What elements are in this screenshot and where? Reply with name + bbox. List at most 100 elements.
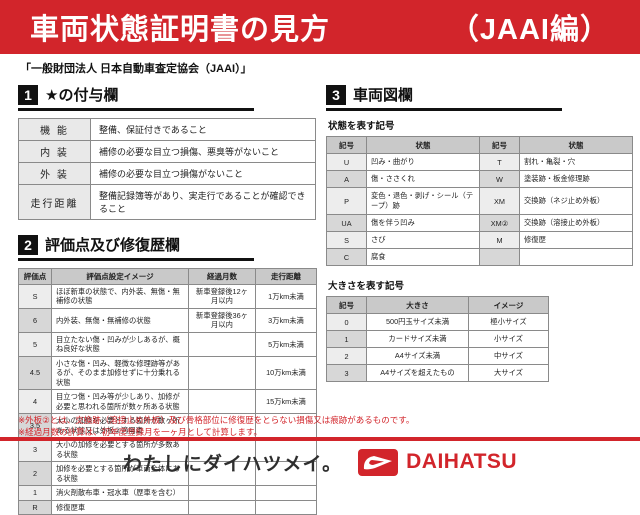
table-cell: 3万km未満 — [255, 307, 317, 333]
section3-number-badge: 3 — [326, 84, 346, 105]
table-cell: 補修の必要な目立つ損傷がないこと — [90, 162, 316, 185]
footer: わたしにダイハツメイ。 DAIHATSU — [0, 446, 640, 478]
table-cell: 内外装、無傷・無補修の状態 — [51, 307, 189, 333]
table-cell: U — [326, 153, 367, 171]
table-cell: 修復歴車 — [51, 499, 189, 515]
table-cell: 機 能 — [18, 118, 91, 141]
section3-heading: 3 車両図欄 — [326, 84, 562, 111]
section1-heading: 1 ★の付与欄 — [18, 84, 254, 111]
table-cell: 大サイズ — [468, 364, 549, 382]
table-cell: 小さな傷・凹み、軽微な修理跡等があるが、そのまま加修せずに十分乗れる状態 — [51, 355, 189, 391]
condition-symbols-subtitle: 状態を表す記号 — [328, 121, 395, 132]
table-header-row: 記号 状態 記号 状態 — [326, 136, 633, 154]
table-row: 内 装補修の必要な目立つ損傷、悪臭等がないこと — [18, 140, 316, 163]
table-cell: 6 — [18, 307, 52, 333]
table-cell: M — [479, 231, 520, 249]
column-header: 記号 — [326, 296, 367, 314]
table-row: 走行距離 整備記録簿等があり、実走行であることが確認できること — [18, 184, 316, 220]
table-cell — [479, 248, 520, 266]
table-cell: S — [18, 284, 52, 309]
table-cell: 500円玉サイズ未満 — [366, 313, 469, 331]
column-header: 経過月数 — [188, 268, 256, 285]
table-cell — [188, 389, 256, 415]
table-cell — [188, 437, 256, 463]
table-cell: 消火剤散布車・冠水車（歴車を含む） — [51, 485, 189, 501]
table-cell: 15万km未満 — [255, 389, 317, 415]
column-header: 評価点 — [18, 268, 52, 285]
table-cell: 大小の加修を必要とする箇所が数ヶ所ある状態又は外板②適用車 — [51, 413, 189, 439]
section1-number-badge: 1 — [18, 84, 38, 105]
footer-divider — [0, 437, 640, 441]
table-row: U 凹み・曲がり T 割れ・亀裂・穴 — [326, 153, 633, 171]
table-cell: 内 装 — [18, 140, 91, 163]
section3-title: 車両図欄 — [353, 87, 414, 104]
footnotes: ※外板②とは、交換跡（溶接止め外板）及び骨格部位に修復歴をとらない損傷又は痕跡が… — [18, 414, 628, 439]
table-cell — [255, 485, 317, 501]
table-cell — [188, 331, 256, 357]
brand-lockup: DAIHATSU — [358, 448, 518, 476]
table-row: UA 傷を伴う凹み XM② 交換跡（溶接止め外板） — [326, 214, 633, 232]
table-row: S ほぼ新車の状態で、内外装、無傷・無補修の状態 新車登録後12ヶ月以内 1万km未満 — [18, 284, 317, 309]
organization-subtitle: 「一般財団法人 日本自動車査定協会（JAAI）」 — [20, 63, 252, 75]
page-title-edition: （JAAI編） — [449, 14, 610, 46]
table-cell: 極小サイズ — [468, 313, 549, 331]
table-row: C 腐食 — [326, 248, 633, 266]
section2-title: 評価点及び修復歴欄 — [45, 237, 181, 254]
page-title: 車両状態証明書の見方 — [30, 14, 331, 46]
table-cell: 整備、保証付きであること — [90, 118, 316, 141]
table-cell: A — [326, 170, 367, 188]
table-cell: さび — [366, 231, 480, 249]
table-cell: カードサイズ未満 — [366, 330, 469, 348]
table-row: 3.5 大小の加修を必要とする箇所が数ヶ所ある状態又は外板②適用車 — [18, 413, 317, 439]
table-row: 3 A4サイズを超えたもの 大サイズ — [326, 364, 549, 382]
section1-title: ★の付与欄 — [45, 87, 119, 104]
table-row: 4.5 小さな傷・凹み、軽微な修理跡等があるが、そのまま加修せずに十分乗れる状態 1… — [18, 355, 317, 391]
table-cell: XM② — [479, 214, 520, 232]
table-cell — [519, 248, 633, 266]
table-row: 機 能整備、保証付きであること — [18, 118, 316, 141]
table-cell: 4.5 — [18, 355, 52, 391]
brand-name: DAIHATSU — [406, 450, 518, 473]
table-row: 6 内外装、無傷・無補修の状態 新車登録後36ヶ月以内 3万km未満 — [18, 307, 317, 333]
table-cell: 交換跡（ネジ止め外板） — [519, 187, 633, 215]
title-banner: 車両状態証明書の見方 （JAAI編） — [0, 0, 640, 54]
brand-tagline: わたしにダイハツメイ。 — [122, 453, 343, 475]
table-cell: 変色・退色・剥げ・シール（テープ）跡 — [366, 187, 480, 215]
table-cell — [188, 499, 256, 515]
table-cell: 傷を伴う凹み — [366, 214, 480, 232]
table-cell: 2 — [326, 347, 367, 365]
table-cell: 新車登録後36ヶ月以内 — [188, 307, 256, 333]
table-cell: UA — [326, 214, 367, 232]
footnote-line: ※外板②とは、交換跡（溶接止め外板）及び骨格部位に修復歴をとらない損傷又は痕跡が… — [18, 415, 415, 425]
column-header: 評価点設定イメージ — [51, 268, 189, 285]
table-cell: 腐食 — [366, 248, 480, 266]
section2-number-badge: 2 — [18, 234, 38, 255]
table-cell — [188, 485, 256, 501]
table-cell: 割れ・亀裂・穴 — [519, 153, 633, 171]
footnote-line: ※経過月数の計算は、初年度登録月を一ヶ月として計算します。 — [18, 427, 263, 438]
table-cell: R — [18, 499, 52, 515]
table-cell: XM — [479, 187, 520, 215]
table-cell: 中サイズ — [468, 347, 549, 365]
table-row: P 変色・退色・剥げ・シール（テープ）跡 XM 交換跡（ネジ止め外板） — [326, 187, 633, 215]
table-row: 0 500円玉サイズ未満 極小サイズ — [326, 313, 549, 331]
table-row: 2 A4サイズ未満 中サイズ — [326, 347, 549, 365]
table-row: A 傷・ささくれ W 塗装跡・板金修理跡 — [326, 170, 633, 188]
table-row: 1 カードサイズ未満 小サイズ — [326, 330, 549, 348]
table-cell: 3 — [18, 437, 52, 463]
table-header-row: 記号 大きさ イメージ — [326, 296, 549, 314]
table-cell: 1万km未満 — [255, 284, 317, 309]
table-row: 1 消火剤散布車・冠水車（歴車を含む） — [18, 485, 317, 501]
column-header: 記号 — [479, 136, 520, 154]
table-cell: 10万km未満 — [255, 355, 317, 391]
table-cell: 塗装跡・板金修理跡 — [519, 170, 633, 188]
size-symbols-table: 記号 大きさ イメージ 0 500円玉サイズ未満 極小サイズ 1 カードサイズ未満 小サイ… — [326, 296, 549, 382]
table-cell: 凹み・曲がり — [366, 153, 480, 171]
table-cell: 3.5 — [18, 413, 52, 439]
table-cell: ほぼ新車の状態で、内外装、無傷・無補修の状態 — [51, 284, 189, 309]
table-cell: W — [479, 170, 520, 188]
right-column: 3 車両図欄 状態を表す記号 記号 状態 記号 状態 U 凹み・曲がり T 割れ・亀裂… — [326, 84, 633, 382]
table-cell: 傷・ささくれ — [366, 170, 480, 188]
column-header: 状態 — [366, 136, 480, 154]
table-cell — [188, 355, 256, 391]
